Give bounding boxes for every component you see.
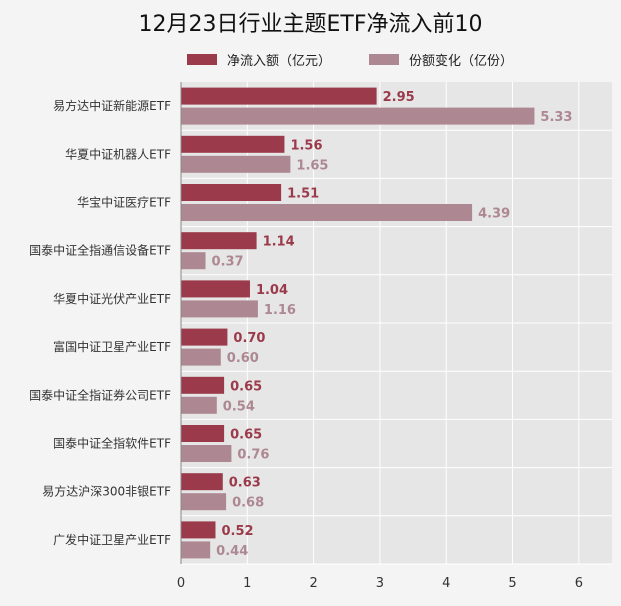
data-label-share-change: 0.76 xyxy=(237,448,269,463)
x-tick-label: 4 xyxy=(442,576,450,591)
data-label-net-inflow: 0.65 xyxy=(230,428,262,443)
data-label-share-change: 0.54 xyxy=(223,399,255,414)
y-tick-label: 易方达中证新能源ETF xyxy=(53,98,171,113)
data-label-net-inflow: 1.04 xyxy=(256,283,288,298)
y-tick-label: 广发中证卫星产业ETF xyxy=(53,532,171,547)
y-tick-label: 易方达沪深300非银ETF xyxy=(42,484,171,499)
data-label-share-change: 0.37 xyxy=(212,255,244,270)
bar-net-inflow xyxy=(181,232,257,250)
bar-net-inflow xyxy=(181,425,225,442)
bar-share-change xyxy=(181,107,535,125)
bar-net-inflow xyxy=(181,87,377,105)
legend-swatch-share-change xyxy=(369,53,400,65)
data-label-share-change: 5.33 xyxy=(540,110,572,125)
data-label-share-change: 0.68 xyxy=(232,496,264,511)
bar-share-change xyxy=(181,396,217,414)
legend-label-net-inflow: 净流入额（亿元） xyxy=(227,53,332,69)
data-label-net-inflow: 2.95 xyxy=(383,90,415,105)
data-label-net-inflow: 0.70 xyxy=(233,331,265,346)
legend: 净流入额（亿元） 份额变化（亿份） xyxy=(187,49,551,69)
chart-title: 12月23日行业主题ETF净流入前10 xyxy=(138,12,483,37)
y-tick-label: 华夏中证机器人ETF xyxy=(65,146,171,161)
y-tick-label: 富国中证卫星产业ETF xyxy=(53,339,171,354)
data-label-share-change: 1.65 xyxy=(296,158,328,173)
y-tick-label: 国泰中证全指证券公司ETF xyxy=(29,387,171,402)
y-tick-label: 华夏中证光伏产业ETF xyxy=(53,291,171,306)
bar-share-change xyxy=(181,204,473,221)
bar-net-inflow xyxy=(181,376,225,394)
bar-net-inflow xyxy=(181,473,223,491)
bar-net-inflow xyxy=(181,521,216,539)
x-tick-label: 6 xyxy=(575,576,583,591)
bar-share-change xyxy=(181,541,211,559)
bar-share-change xyxy=(181,493,227,511)
x-tick-label: 1 xyxy=(243,576,251,591)
legend-item-net-inflow: 净流入额（亿元） xyxy=(187,50,331,69)
data-label-share-change: 0.44 xyxy=(216,544,248,559)
x-tick-label: 3 xyxy=(376,576,384,591)
y-tick-label: 国泰中证全指通信设备ETF xyxy=(29,243,171,258)
bar-share-change xyxy=(181,300,258,318)
data-label-net-inflow: 0.65 xyxy=(230,379,262,394)
data-label-net-inflow: 0.63 xyxy=(229,476,261,491)
data-label-share-change: 1.16 xyxy=(264,303,296,318)
bar-net-inflow xyxy=(181,135,285,153)
bar-share-change xyxy=(181,445,232,462)
legend-item-share-change: 份额变化（亿份） xyxy=(369,50,513,69)
legend-label-share-change: 份额变化（亿份） xyxy=(409,53,514,69)
data-label-share-change: 0.60 xyxy=(227,351,259,366)
bar-net-inflow xyxy=(181,184,282,201)
legend-swatch-net-inflow xyxy=(187,53,217,65)
data-label-net-inflow: 0.52 xyxy=(221,524,253,539)
bar-share-change xyxy=(181,155,291,173)
x-tick-label: 5 xyxy=(508,576,516,591)
bar-net-inflow xyxy=(181,280,250,298)
bar-net-inflow xyxy=(181,328,228,346)
bar-share-change xyxy=(181,252,206,270)
data-label-share-change: 4.39 xyxy=(478,207,510,222)
x-tick-label: 2 xyxy=(309,576,317,591)
data-label-net-inflow: 1.56 xyxy=(290,138,322,153)
x-tick-label: 0 xyxy=(177,576,185,591)
data-label-net-inflow: 1.14 xyxy=(263,235,295,250)
data-label-net-inflow: 1.51 xyxy=(287,187,319,202)
y-tick-label: 国泰中证全指软件ETF xyxy=(53,436,171,451)
y-tick-label: 华宝中证医疗ETF xyxy=(77,195,171,210)
bar-share-change xyxy=(181,348,221,366)
